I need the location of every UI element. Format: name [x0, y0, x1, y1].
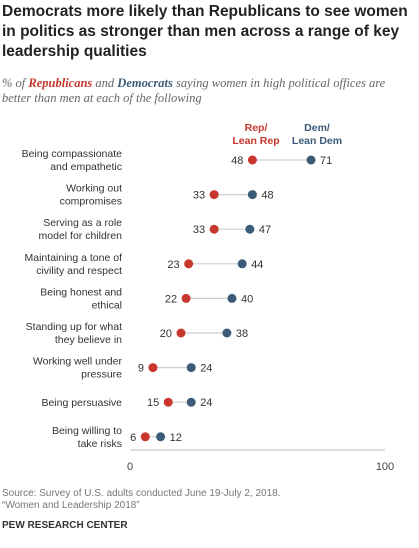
dem-dot: [237, 259, 247, 269]
category-label: take risks: [78, 438, 122, 450]
legend-dem-line2: Lean Dem: [292, 135, 342, 147]
dem-value-label: 38: [236, 328, 248, 340]
dem-dot: [156, 432, 166, 442]
dem-dot: [186, 363, 196, 373]
legend-rep-line2: Lean Rep: [232, 135, 279, 147]
subtitle-rep: Republicans: [28, 76, 93, 90]
rep-value-label: 9: [138, 363, 144, 375]
subtitle-pre: % of: [2, 76, 29, 90]
rep-value-label: 15: [147, 397, 159, 409]
rep-dot: [181, 293, 191, 303]
category-label: and empathetic: [50, 161, 122, 173]
category-label: civility and respect: [36, 265, 122, 277]
dem-dot: [222, 328, 232, 338]
dem-dot: [247, 190, 257, 200]
dem-dot: [186, 397, 196, 407]
dem-value-label: 47: [259, 224, 271, 236]
category-label: Being compassionate: [22, 148, 123, 160]
category-label: Being persuasive: [41, 397, 122, 409]
source-line-1: Source: Survey of U.S. adults conducted …: [2, 488, 281, 499]
chart-subtitle: % of Republicans and Democrats saying wo…: [2, 76, 414, 106]
category-label: Working well under: [33, 356, 123, 368]
subtitle-mid: and: [92, 76, 118, 90]
category-label: pressure: [81, 369, 122, 381]
rep-dot: [176, 328, 186, 338]
dem-value-label: 24: [200, 397, 212, 409]
category-label: Working out: [66, 183, 122, 195]
chart-title: Democrats more likely than Republicans t…: [2, 3, 408, 60]
rep-dot: [140, 432, 150, 442]
org-credit: PEW RESEARCH CENTER: [2, 520, 128, 531]
rep-value-label: 33: [193, 224, 205, 236]
category-label: Serving as a role: [43, 217, 122, 229]
category-label: Maintaining a tone of: [25, 252, 123, 264]
legend-rep-line1: Rep/: [245, 122, 268, 134]
rep-value-label: 33: [193, 190, 205, 202]
rep-dot: [148, 363, 158, 373]
rep-value-label: 20: [160, 328, 172, 340]
rep-dot: [209, 224, 219, 234]
source-line-2: “Women and Leadership 2018”: [2, 500, 140, 511]
dem-dot: [227, 293, 237, 303]
dem-dot: [306, 155, 316, 165]
dem-value-label: 12: [170, 432, 182, 444]
category-label: Being willing to: [52, 425, 122, 437]
category-label: ethical: [92, 299, 122, 311]
rep-dot: [163, 397, 173, 407]
source-note: Source: Survey of U.S. adults conducted …: [2, 488, 414, 512]
x-tick-label: 100: [376, 461, 394, 473]
legend-dem-line1: Dem/: [304, 122, 330, 134]
rep-dot: [184, 259, 194, 269]
dem-value-label: 40: [241, 293, 253, 305]
rep-value-label: 22: [165, 293, 177, 305]
category-label: Being honest and: [40, 286, 122, 298]
dem-value-label: 44: [251, 259, 263, 271]
subtitle-dem: Democrats: [117, 76, 173, 90]
category-label: compromises: [60, 196, 122, 208]
rep-value-label: 6: [130, 432, 136, 444]
x-tick-label: 0: [127, 461, 133, 473]
subtitle-post: saying women in high political offices a…: [2, 76, 386, 105]
rep-value-label: 23: [167, 259, 179, 271]
dem-value-label: 48: [261, 190, 273, 202]
rep-dot: [247, 155, 257, 165]
dem-value-label: 24: [200, 363, 212, 375]
rep-value-label: 48: [231, 155, 243, 167]
dem-dot: [245, 224, 255, 234]
rep-dot: [209, 190, 219, 200]
category-label: model for children: [39, 230, 123, 242]
category-label: they believe in: [55, 334, 122, 346]
category-label: Standing up for what: [26, 321, 122, 333]
dem-value-label: 71: [320, 155, 332, 167]
